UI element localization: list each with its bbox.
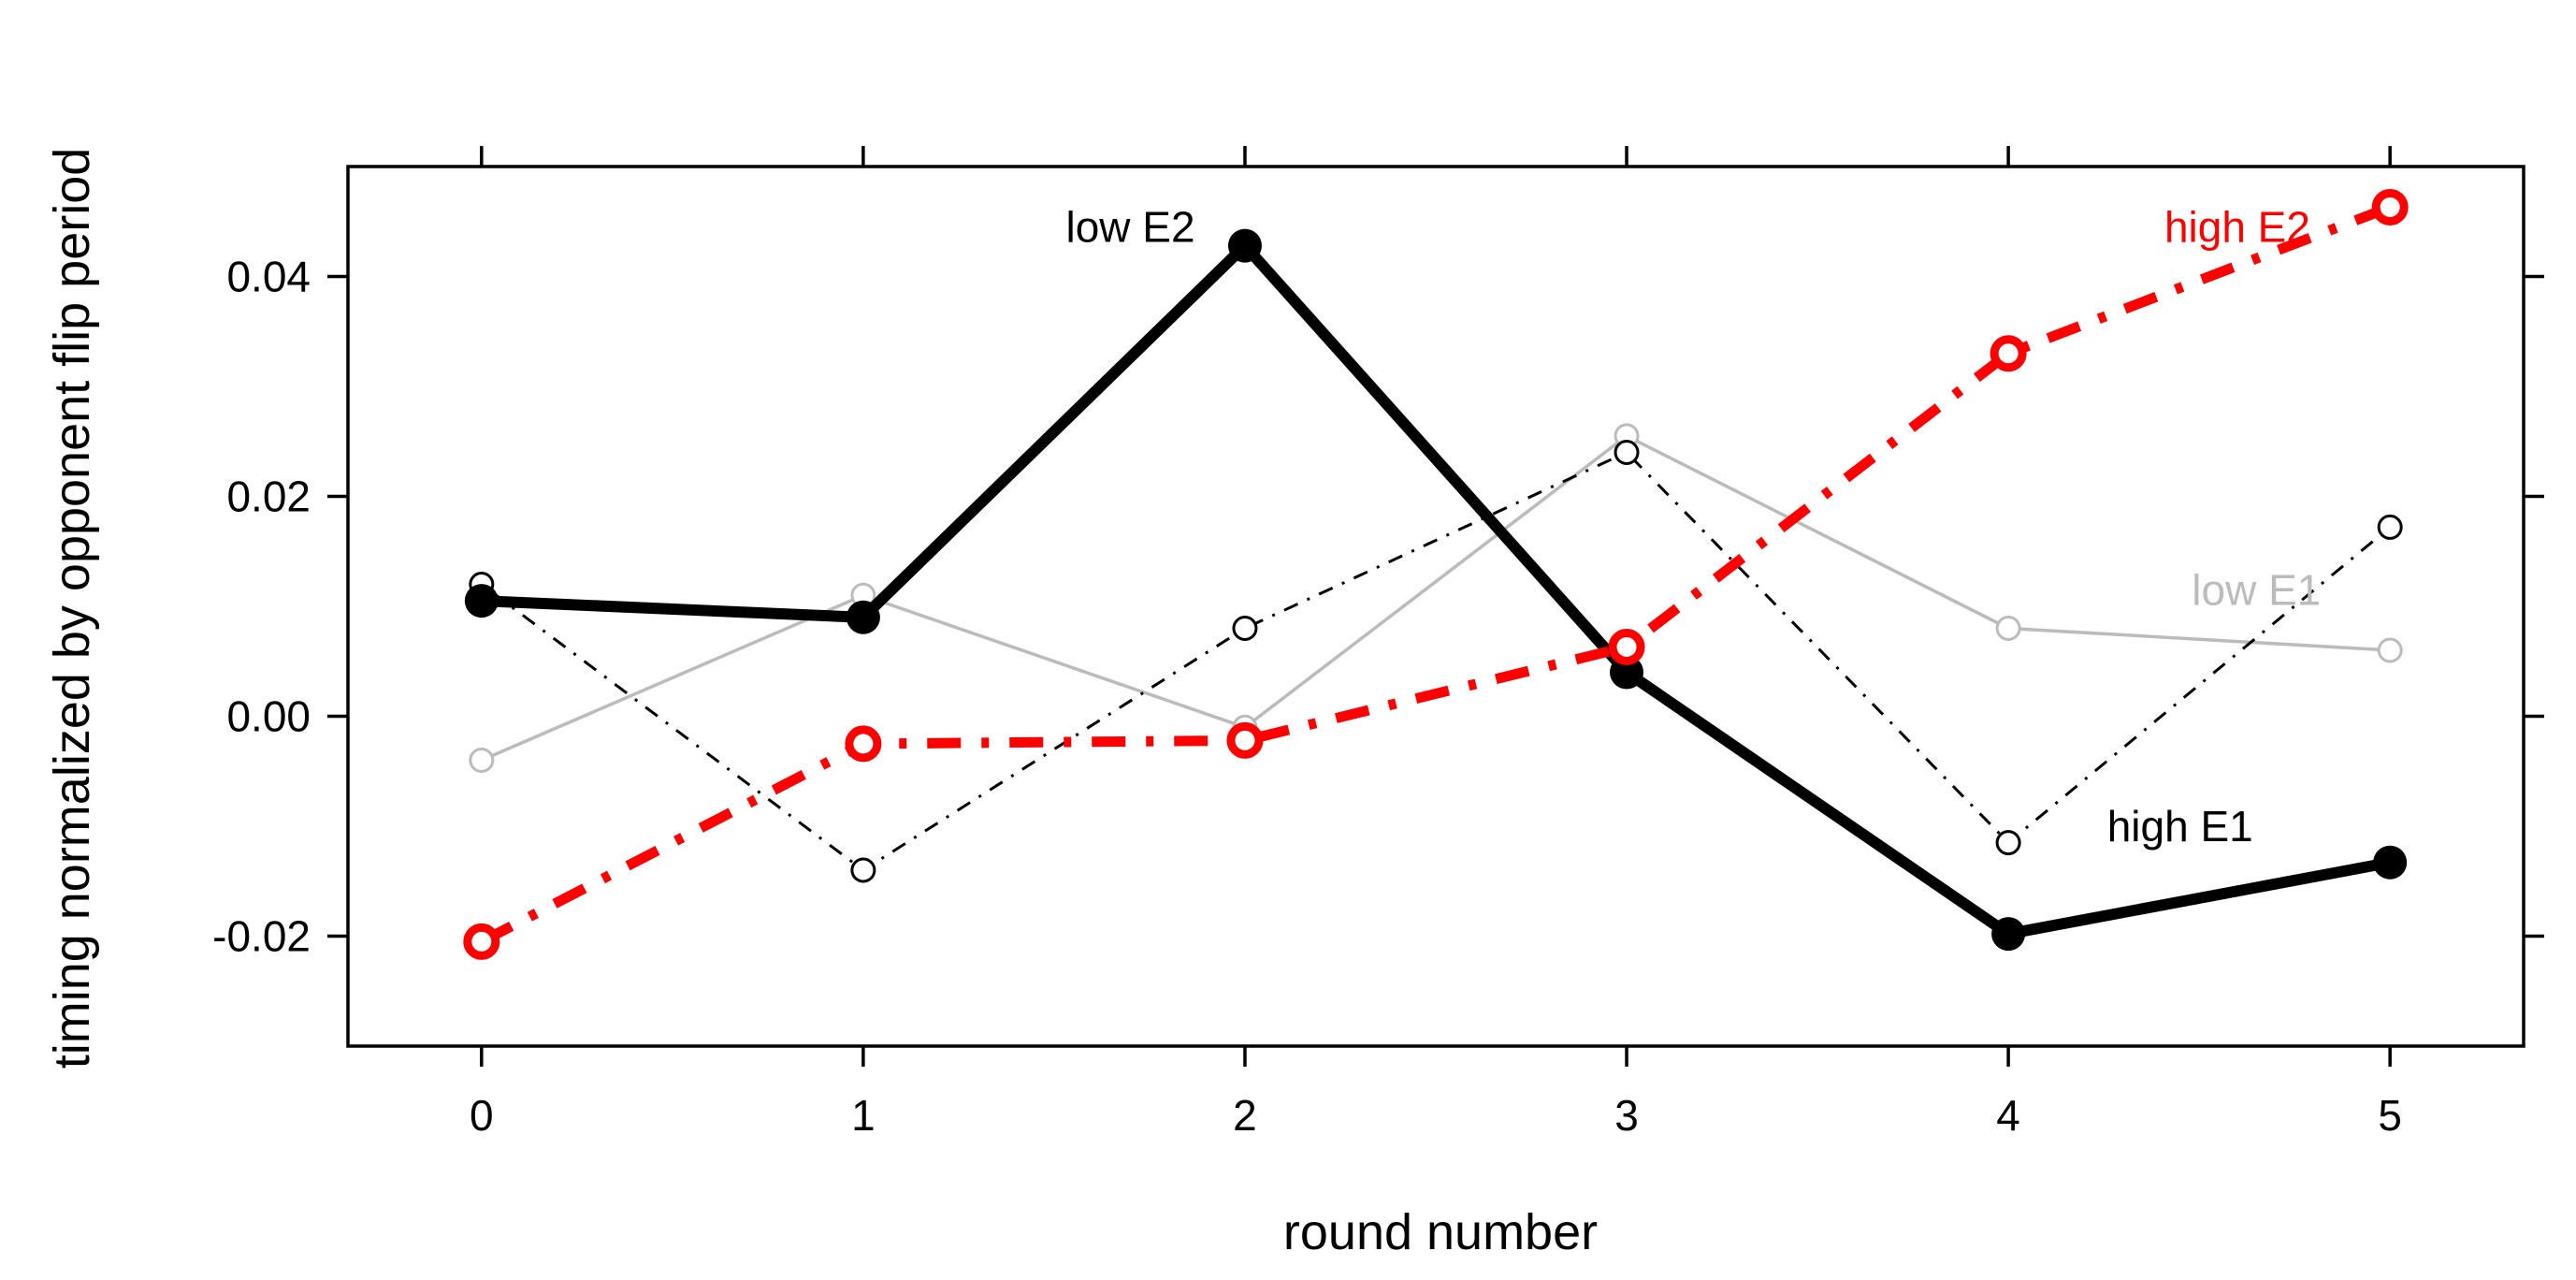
plot-frame: [346, 165, 2525, 1048]
series-point-high-e1: [2377, 514, 2403, 540]
series-label-low-e2: low E2: [1066, 203, 1195, 252]
series-line-low-e1: [481, 434, 2391, 763]
x-tick-label: 2: [1233, 1091, 1257, 1140]
x-tick-label: 4: [1996, 1091, 2020, 1140]
x-tick-label: 3: [1614, 1091, 1639, 1140]
series-point-low-e2: [1610, 655, 1644, 690]
x-axis-label: round number: [1283, 1204, 1598, 1260]
series-line-high-e2: [479, 202, 2393, 947]
series-point-high-e1: [1232, 616, 1258, 641]
series-point-high-e1: [850, 857, 876, 883]
y-tick-label: 0.00: [226, 692, 311, 741]
series-label-low-e1: low E1: [2192, 565, 2321, 614]
series-label-layer: low E1 high E1 low E2 high E2: [1066, 203, 2322, 851]
series-point-high-e2: [2371, 188, 2409, 225]
axis-layer: 0 1 2 3 4 5 -0.02 0.00 0.02 0.04: [212, 146, 2544, 1140]
series-point-high-e2: [845, 725, 882, 763]
series-point-high-e2: [463, 923, 500, 960]
series-label-high-e1: high E1: [2107, 802, 2253, 851]
y-tick-label: 0.02: [226, 473, 311, 521]
series-line-low-e2: [481, 240, 2392, 940]
series-point-high-e2: [1990, 335, 2027, 372]
series-line-high-e1: [480, 451, 2392, 872]
y-axis-label: timing normalized by opponent flip perio…: [44, 148, 100, 1069]
plot-frame-layer: [346, 165, 2525, 1048]
y-tick-label: -0.02: [212, 912, 311, 961]
series-label-high-e2: high E2: [2164, 203, 2310, 252]
series-point-high-e1: [1995, 830, 2021, 856]
x-tick-label: 0: [470, 1091, 494, 1140]
series-point-low-e1: [1995, 616, 2021, 641]
series-point-low-e1: [469, 748, 495, 773]
series-point-high-e1: [1614, 440, 1640, 465]
series-point-low-e2: [1991, 917, 2026, 952]
series-point-low-e2: [846, 600, 880, 634]
series-point-high-e2: [1608, 628, 1645, 665]
series-point-low-e2: [464, 584, 499, 618]
series-layer: [463, 188, 2409, 960]
series-point-low-e2: [1227, 228, 1262, 263]
series-point-low-e1: [2377, 637, 2403, 663]
series-point-high-e2: [1226, 721, 1264, 759]
x-tick-label: 5: [2378, 1091, 2402, 1140]
x-tick-label: 1: [851, 1091, 876, 1140]
series-point-low-e2: [2373, 845, 2408, 880]
y-tick-label: 0.04: [226, 253, 311, 301]
